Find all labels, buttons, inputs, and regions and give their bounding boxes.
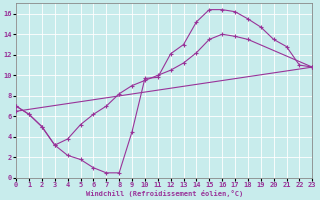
X-axis label: Windchill (Refroidissement éolien,°C): Windchill (Refroidissement éolien,°C) [85, 190, 243, 197]
